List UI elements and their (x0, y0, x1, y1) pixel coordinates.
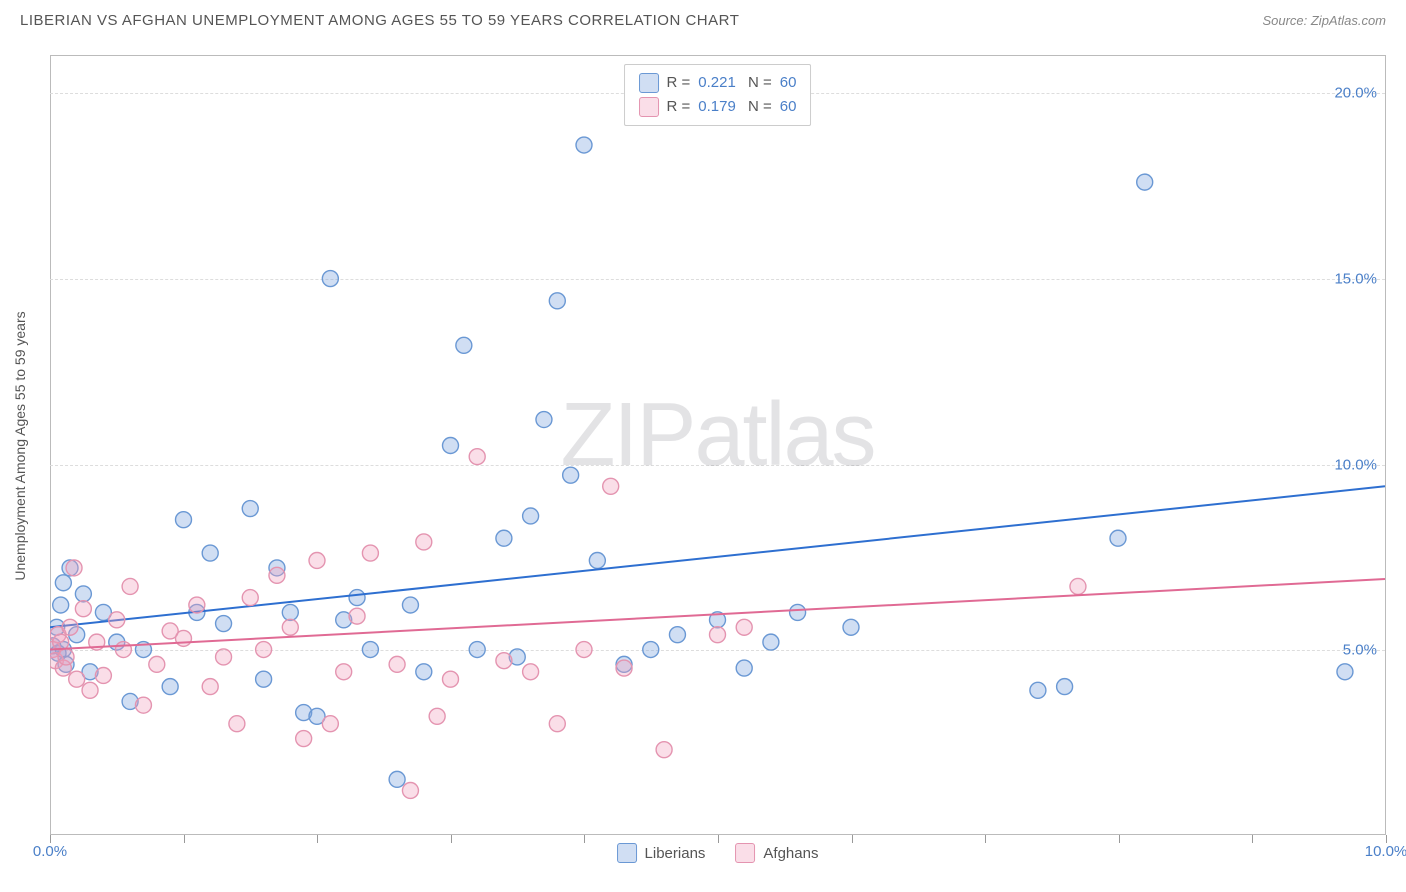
swatch-liberians (639, 73, 659, 93)
stats-row-liberians: R = 0.221 N = 60 (639, 71, 797, 95)
r-value-afghans: 0.179 (698, 95, 736, 119)
scatter-plot (50, 56, 1385, 835)
legend-label-liberians: Liberians (645, 845, 706, 862)
x-tick-label: 0.0% (33, 843, 67, 860)
chart-container: Unemployment Among Ages 55 to 59 years 0… (50, 55, 1386, 835)
legend-swatch-liberians (617, 843, 637, 863)
legend-item-afghans: Afghans (735, 843, 818, 863)
stats-legend: R = 0.221 N = 60 R = 0.179 N = 60 (624, 64, 812, 126)
swatch-afghans (639, 97, 659, 117)
y-axis-label: Unemployment Among Ages 55 to 59 years (12, 311, 28, 580)
n-value-liberians: 60 (780, 71, 797, 95)
n-value-afghans: 60 (780, 95, 797, 119)
legend-swatch-afghans (735, 843, 755, 863)
legend-label-afghans: Afghans (763, 845, 818, 862)
stats-row-afghans: R = 0.179 N = 60 (639, 95, 797, 119)
x-tick-label: 10.0% (1365, 843, 1406, 860)
legend-item-liberians: Liberians (617, 843, 706, 863)
r-value-liberians: 0.221 (698, 71, 736, 95)
source-attribution: Source: ZipAtlas.com (1262, 13, 1386, 28)
chart-title: LIBERIAN VS AFGHAN UNEMPLOYMENT AMONG AG… (20, 12, 739, 29)
series-legend: Liberians Afghans (617, 843, 819, 863)
